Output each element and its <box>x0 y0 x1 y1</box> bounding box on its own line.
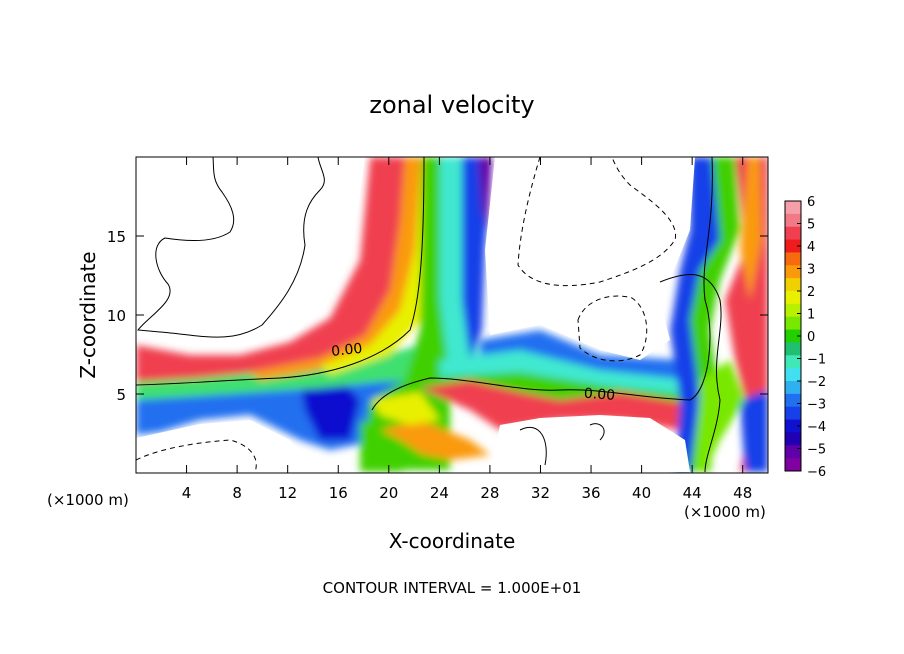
contour-zero-left <box>136 157 425 386</box>
y-tick-label: 15 <box>107 228 126 246</box>
colorbar-swatch <box>785 239 801 253</box>
contour-label-left: 0.00 <box>330 341 363 360</box>
colorbar-label: −2 <box>807 375 826 390</box>
field-orange-band-left <box>250 157 422 380</box>
colorbar-label: −6 <box>807 465 826 480</box>
field-white-lower-middle <box>490 415 690 472</box>
x-tick-label: 36 <box>581 484 600 502</box>
x-axis: 4 8 12 16 20 24 28 32 36 40 44 48 <box>182 157 752 502</box>
plot-area: 0.00 0.00 <box>136 157 768 473</box>
colorbar: 6 5 4 3 2 1 0 −1 −2 −3 −4 −5 −6 <box>784 195 826 480</box>
colorbar-label: 5 <box>807 218 815 233</box>
field-red-band-left <box>136 157 410 382</box>
y-axis-label: Z-coordinate <box>76 251 100 378</box>
field-white-upper-left <box>136 157 365 345</box>
colorbar-swatch <box>785 226 801 241</box>
x-unit-right: (×1000 m) <box>684 503 766 521</box>
colorbar-swatch <box>785 432 801 446</box>
contour-label-right: 0.00 <box>583 386 615 404</box>
field-blue-right-lower <box>740 390 768 472</box>
colorbar-label: −5 <box>807 443 826 458</box>
y-tick-label: 5 <box>116 386 126 404</box>
colorbar-label: 1 <box>807 308 815 323</box>
field-blue-core-left <box>300 378 360 440</box>
colorbar-swatch <box>785 265 801 279</box>
x-tick-label: 44 <box>683 484 702 502</box>
x-tick-label: 32 <box>531 484 550 502</box>
colorbar-swatch <box>785 278 801 292</box>
field-purple-column <box>478 157 492 230</box>
field-cyan-shelf <box>440 350 690 400</box>
x-tick-label: 48 <box>733 484 752 502</box>
contour-dashed-upper <box>517 157 676 287</box>
field-yellow-band-left <box>320 157 432 375</box>
field-blue-right <box>670 157 720 472</box>
colorbar-swatch <box>785 355 801 369</box>
x-tick-label: 12 <box>278 484 297 502</box>
x-axis-label: X-coordinate <box>389 529 516 553</box>
colorbar-swatch <box>785 381 801 395</box>
colorbar-swatch <box>785 342 801 356</box>
contour-interval-footer: CONTOUR INTERVAL = 1.000E+01 <box>323 579 582 597</box>
colorbar-swatch <box>785 368 801 382</box>
x-tick-label: 4 <box>182 484 192 502</box>
field-yellow-lower <box>372 392 440 425</box>
field-white-upper-middle <box>485 157 695 360</box>
field-green-right-lower <box>695 360 745 472</box>
colorbar-label: 3 <box>807 263 815 278</box>
colorbar-swatch <box>785 445 801 459</box>
x-tick-label: 28 <box>480 484 499 502</box>
colorbar-swatch <box>785 201 801 215</box>
contour-solid-right <box>659 274 722 473</box>
colorbar-swatch <box>785 329 801 343</box>
x-tick-label: 16 <box>329 484 348 502</box>
colorbar-label: 6 <box>807 195 815 210</box>
contour-solid-lower <box>519 423 605 466</box>
chart-title: zonal velocity <box>369 91 534 119</box>
contour-solid-upper-left <box>137 157 325 338</box>
contour-zero-right <box>371 157 713 411</box>
colorbar-label: −1 <box>807 353 826 368</box>
x-unit-left: (×1000 m) <box>47 491 129 509</box>
colorbar-label: 2 <box>807 285 815 300</box>
y-axis: 5 10 15 <box>107 228 768 404</box>
colorbar-swatch <box>785 419 801 433</box>
colorbar-label: −3 <box>807 398 826 413</box>
colorbar-swatch <box>785 458 801 472</box>
colorbar-swatch <box>785 252 801 266</box>
colorbar-swatch <box>785 406 801 421</box>
contour-dashed-lower-left <box>136 439 257 473</box>
colorbar-label: 0 <box>807 330 815 345</box>
colorbar-swatch <box>785 291 801 305</box>
colorbar-swatch <box>785 316 801 331</box>
colorbar-label: 4 <box>807 240 815 255</box>
contour-dashed-right <box>577 295 648 362</box>
colorbar-label: −4 <box>807 420 826 435</box>
x-tick-label: 40 <box>632 484 651 502</box>
x-tick-label: 24 <box>430 484 449 502</box>
field-blue-band-left <box>136 378 430 450</box>
y-tick-label: 10 <box>107 307 126 325</box>
colorbar-swatch <box>785 393 801 408</box>
field-white-lower-left <box>136 420 315 472</box>
x-tick-label: 20 <box>379 484 398 502</box>
colorbar-swatch <box>785 213 801 228</box>
field-orange-right <box>740 157 762 300</box>
field-green-lower <box>360 420 430 472</box>
colorbar-swatch <box>785 303 801 318</box>
x-tick-label: 8 <box>232 484 242 502</box>
